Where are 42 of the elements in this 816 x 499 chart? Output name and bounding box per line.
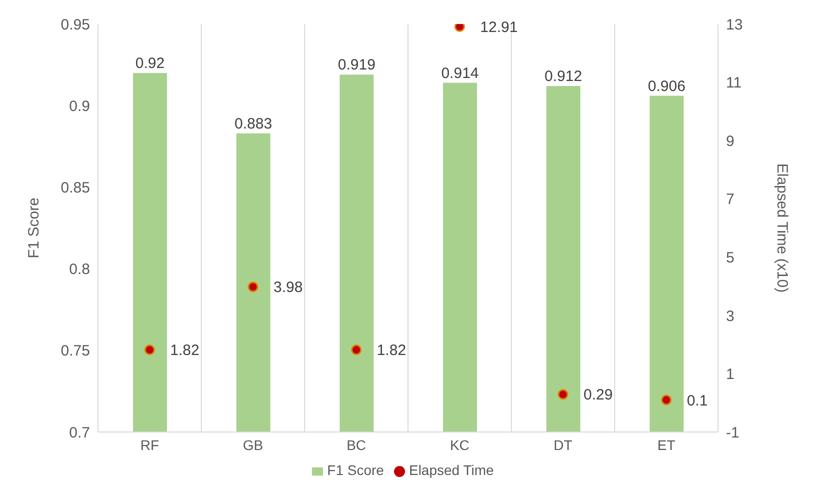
y-tick-label: 0.9 (69, 98, 90, 115)
point (558, 389, 568, 400)
data-label: 0.919 (338, 56, 376, 74)
y2-tick-label: 9 (726, 132, 734, 150)
x-tick-label: GB (242, 436, 264, 453)
y2-tick-label: 11 (726, 74, 742, 92)
y2-tick-label: 13 (726, 16, 743, 34)
data-label: 0.883 (234, 115, 272, 132)
data-label: 0.92 (135, 54, 165, 72)
data-label: 3.98 (274, 279, 303, 296)
y-tick-label: 0.95 (60, 16, 90, 34)
data-label: 0.906 (648, 78, 686, 95)
x-tick-label: DT (554, 436, 573, 453)
x-tick-label: BC (346, 436, 366, 453)
legend-label: F1 Score (327, 462, 384, 478)
data-label: 0.1 (686, 392, 708, 410)
point (248, 282, 258, 292)
y-tick-label: 0.75 (60, 342, 90, 360)
y-tick-label: 0.7 (69, 424, 90, 442)
data-label: 1.82 (376, 342, 406, 360)
data-label: 0.912 (544, 68, 582, 86)
legend-label: Elapsed Time (408, 462, 494, 478)
y2-tick-label: -1 (726, 424, 740, 442)
y-axis-title: F1 Score (25, 198, 42, 258)
y2-tick-label: 3 (726, 308, 734, 325)
y2-axis-title: Elapsed Time (x10) (774, 163, 791, 293)
y2-tick-label: 7 (726, 191, 734, 208)
point (661, 394, 672, 406)
data-label: 0.29 (584, 386, 613, 404)
data-label: 12.91 (480, 18, 518, 36)
x-tick-label: ET (657, 436, 676, 453)
point (454, 24, 465, 32)
y2-tick-label: 5 (726, 249, 734, 266)
point (351, 344, 362, 356)
point (144, 344, 155, 356)
y-tick-label: 0.85 (60, 180, 90, 197)
data-label: 0.914 (441, 64, 479, 82)
x-tick-label: KC (450, 436, 470, 453)
x-tick-label: RF (140, 436, 160, 453)
data-label: 1.82 (170, 342, 200, 360)
y2-tick-label: 1 (726, 366, 734, 384)
y-tick-label: 0.8 (69, 261, 90, 278)
